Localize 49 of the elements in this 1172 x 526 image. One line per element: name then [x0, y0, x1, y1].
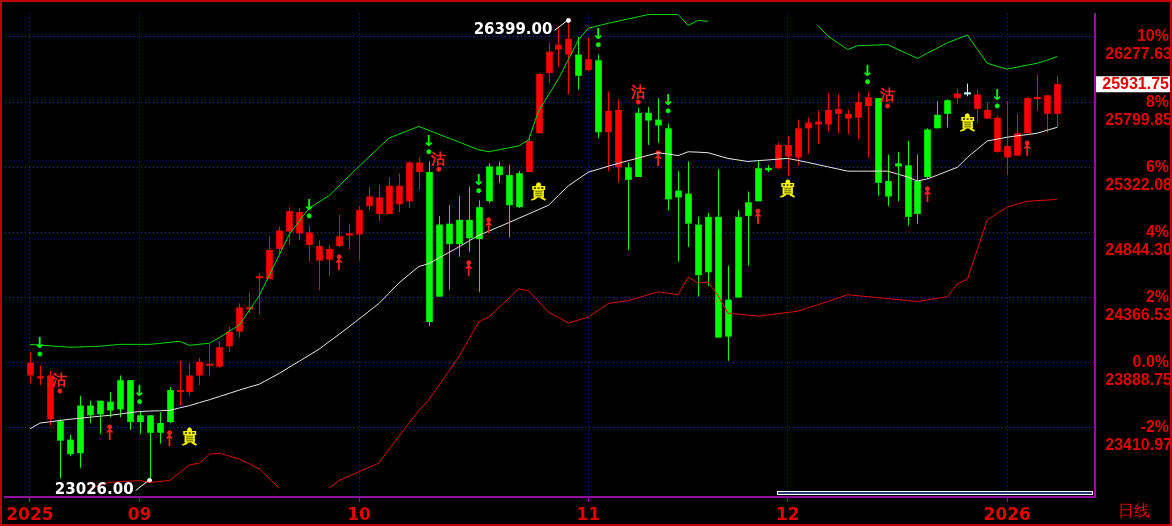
x-tick-label: 11 — [576, 503, 601, 524]
data-label: ↑ — [1020, 142, 1034, 161]
data-label: ↓ — [33, 334, 47, 353]
y2-tick-label: 8% — [1145, 92, 1169, 110]
data-label: 沽 — [430, 149, 447, 168]
y2-tick-label: 0.0% — [1132, 353, 1169, 371]
text: 日线 — [1117, 501, 1150, 521]
x-tick-label: 09 — [127, 503, 152, 524]
x-tick-label: 2025 — [6, 503, 54, 524]
x-tick-label: 10 — [347, 503, 372, 524]
data-label: 買 — [779, 181, 796, 200]
data-label: 買 — [958, 115, 975, 134]
data-label: 沽 — [879, 86, 896, 105]
data-label: 23026.00 — [54, 480, 134, 499]
data-label: ↑ — [332, 256, 346, 275]
data-label: ↑ — [651, 152, 665, 171]
y-tick-label: 25322.08 — [1105, 175, 1172, 193]
y2-tick-label: 6% — [1145, 157, 1169, 175]
data-label: ↓ — [861, 62, 874, 81]
data-label: ↑ — [482, 219, 495, 238]
data-label: ↑ — [163, 432, 176, 451]
data-label: ↑ — [103, 426, 116, 445]
data-label: 買 — [530, 184, 547, 203]
data-label: 買 — [180, 429, 197, 448]
data-label: 沽 — [629, 82, 646, 101]
text: 25931.75 — [1102, 74, 1170, 92]
y-tick-label: 23888.75 — [1105, 371, 1172, 389]
data-label: ↓ — [990, 86, 1004, 105]
y-tick-label: 25799.85 — [1105, 110, 1172, 128]
x-tick-label: 2026 — [983, 503, 1031, 524]
data-label: 26399.00 — [473, 20, 553, 39]
y-tick-label: 23410.97 — [1105, 436, 1172, 454]
data-label: ↑ — [751, 210, 765, 229]
data-label: ↓ — [472, 171, 485, 190]
y2-tick-label: 2% — [1145, 288, 1169, 306]
data-label: ↓ — [133, 382, 146, 401]
data-label: ↓ — [422, 132, 436, 151]
y2-tick-label: -2% — [1140, 418, 1169, 436]
y-tick-label: 24844.30 — [1105, 240, 1172, 258]
y-tick-label: 26277.63 — [1105, 45, 1172, 63]
y-tick-label: 24366.53 — [1105, 306, 1172, 324]
data-label: ↑ — [462, 262, 476, 281]
data-label: ↑ — [921, 188, 934, 207]
data-label: ↓ — [661, 91, 675, 110]
y2-tick-label: 4% — [1145, 222, 1169, 240]
x-tick-label: 12 — [776, 503, 800, 524]
y2-tick-label: 10% — [1136, 27, 1169, 45]
data-label: ↓ — [302, 196, 316, 215]
data-label: ↓ — [592, 25, 605, 44]
